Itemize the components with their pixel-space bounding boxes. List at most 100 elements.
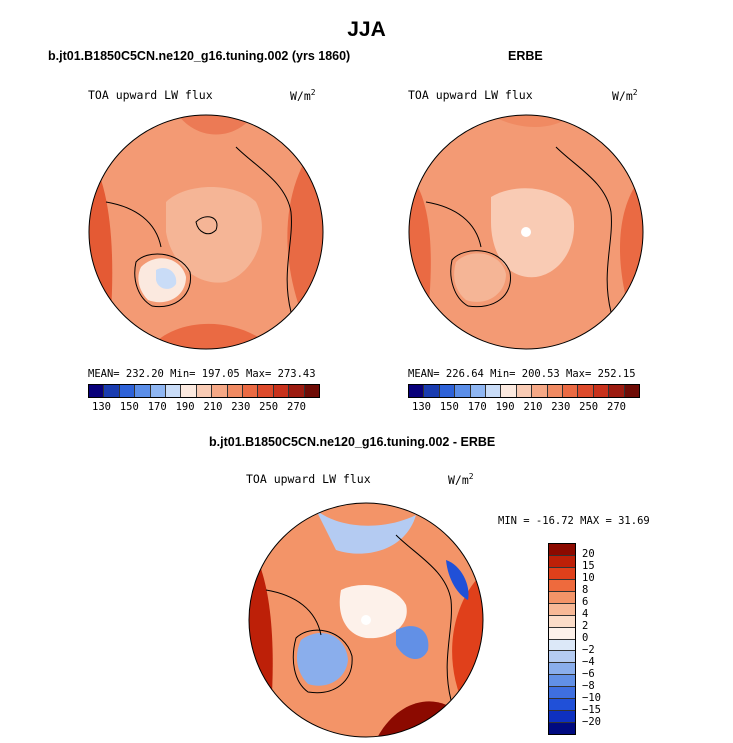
diff-stats: MIN = -16.72 MAX = 31.69 bbox=[498, 515, 650, 527]
model-coastline-eurasia bbox=[235, 146, 292, 313]
model-colorbar-swatch bbox=[104, 385, 120, 397]
obs-colorbar-tick: 230 bbox=[551, 401, 571, 413]
diff-colorbar-tick: −6 bbox=[582, 668, 595, 680]
obs-stats: MEAN= 226.64 Min= 200.53 Max= 252.15 bbox=[408, 368, 636, 380]
diff-colorbar-swatch bbox=[549, 723, 575, 734]
model-colorbar-swatch bbox=[196, 385, 213, 397]
obs-colorbar-swatch bbox=[547, 385, 564, 397]
diff-colorbar-swatch bbox=[549, 627, 575, 640]
model-colorbar-tick: 190 bbox=[175, 401, 195, 413]
diff-negative-north bbox=[316, 510, 416, 554]
diff-colorbar-tick: −2 bbox=[582, 644, 595, 656]
obs-colorbar-swatch bbox=[624, 385, 640, 397]
diff-colorbar-tick: 6 bbox=[582, 596, 589, 608]
obs-colorbar-swatch bbox=[609, 385, 625, 397]
model-stats: MEAN= 232.20 Min= 197.05 Max= 273.43 bbox=[88, 368, 316, 380]
diff-colorbar-swatch bbox=[549, 544, 575, 556]
model-colorbar-swatch bbox=[273, 385, 290, 397]
model-colorbar-swatch bbox=[166, 385, 182, 397]
obs-colorbar-swatch bbox=[439, 385, 456, 397]
model-colorbar-swatch bbox=[212, 385, 228, 397]
obs-colorbar-tick: 170 bbox=[467, 401, 487, 413]
obs-polar-map bbox=[408, 114, 644, 350]
model-colorbar-tick: 230 bbox=[231, 401, 251, 413]
diff-colorbar-tick: 20 bbox=[582, 548, 595, 560]
diff-colorbar-swatch bbox=[549, 711, 575, 724]
model-panel-title: b.jt01.B1850C5CN.ne120_g16.tuning.002 (y… bbox=[48, 49, 351, 63]
diff-colorbar-swatch bbox=[549, 699, 575, 712]
diff-colorbar-swatch bbox=[549, 555, 575, 568]
diff-coastline-greenland bbox=[292, 629, 353, 694]
diff-colorbar-swatch bbox=[549, 687, 575, 700]
diff-colorbar-tick: 15 bbox=[582, 560, 595, 572]
model-colorbar-swatch bbox=[150, 385, 167, 397]
diff-colorbar-tick: 4 bbox=[582, 608, 589, 620]
model-colorbar-ticks: 130 150 170 190 210 230 250 270 bbox=[92, 401, 306, 413]
diff-colorbar-ticks: 20 15 10 8 6 4 2 0 −2 −4 −6 −8 −10 −15 −20 bbox=[582, 543, 622, 743]
obs-colorbar-swatch bbox=[501, 385, 517, 397]
diff-panel-title: b.jt01.B1850C5CN.ne120_g16.tuning.002 - … bbox=[209, 435, 496, 449]
diff-colorbar-tick: −20 bbox=[582, 716, 601, 728]
diff-negative-greenland bbox=[296, 632, 348, 686]
diff-negative-center bbox=[339, 585, 407, 639]
diff-colorbar-tick: 8 bbox=[582, 584, 589, 596]
obs-coastline-greenland bbox=[450, 250, 511, 308]
obs-colorbar-swatch bbox=[424, 385, 440, 397]
model-colorbar-swatch bbox=[181, 385, 197, 397]
model-coastline-islands bbox=[195, 216, 218, 235]
obs-colorbar-swatch bbox=[516, 385, 533, 397]
model-field-label: TOA upward LW flux bbox=[88, 88, 213, 102]
diff-colorbar-swatch bbox=[549, 663, 575, 676]
model-coastline-america bbox=[105, 201, 162, 248]
diff-colorbar-tick: −10 bbox=[582, 692, 601, 704]
model-colorbar-tick: 130 bbox=[92, 401, 111, 413]
model-colorbar-tick: 210 bbox=[203, 401, 223, 413]
obs-coastline-eurasia bbox=[555, 146, 612, 313]
diff-negative-pacific bbox=[446, 560, 469, 600]
obs-colorbar-swatch bbox=[486, 385, 502, 397]
obs-colorbar-tick: 250 bbox=[579, 401, 599, 413]
model-colorbar-swatch bbox=[119, 385, 136, 397]
obs-greenland bbox=[454, 253, 506, 302]
obs-panel-title: ERBE bbox=[508, 49, 543, 63]
diff-colorbar-tick: −15 bbox=[582, 704, 601, 716]
diff-colorbar-swatch bbox=[549, 615, 575, 628]
obs-colorbar-swatch bbox=[470, 385, 487, 397]
diff-colorbar-tick: 2 bbox=[582, 620, 589, 632]
obs-colorbar-swatch bbox=[578, 385, 594, 397]
obs-colorbar-swatch bbox=[532, 385, 548, 397]
diff-colorbar-swatch bbox=[549, 591, 575, 604]
model-colorbar-swatch bbox=[289, 385, 305, 397]
diff-units-label: W/m2 bbox=[448, 472, 474, 487]
model-colorbar-swatch bbox=[304, 385, 320, 397]
diff-colorbar-tick: −4 bbox=[582, 656, 595, 668]
model-colorbar-swatch bbox=[135, 385, 151, 397]
obs-units-label: W/m2 bbox=[612, 88, 638, 103]
diff-colorbar-swatch bbox=[549, 579, 575, 592]
model-colorbar-swatch bbox=[258, 385, 274, 397]
obs-arctic-region bbox=[491, 188, 575, 278]
diff-polar-map bbox=[248, 502, 484, 738]
model-polar-map bbox=[88, 114, 324, 350]
obs-pole-missing-data bbox=[521, 227, 531, 237]
model-colorbar-tick: 250 bbox=[259, 401, 279, 413]
model-colorbar-swatch bbox=[243, 385, 259, 397]
model-colorbar-tick: 270 bbox=[287, 401, 306, 413]
diff-negative-siberia bbox=[396, 626, 429, 660]
obs-colorbar-swatch bbox=[593, 385, 610, 397]
obs-colorbar bbox=[408, 384, 640, 398]
obs-colorbar-tick: 130 bbox=[412, 401, 431, 413]
model-greenland-core bbox=[156, 267, 177, 289]
model-coastline-greenland bbox=[134, 253, 192, 308]
obs-colorbar-tick: 210 bbox=[523, 401, 543, 413]
obs-colorbar-swatch bbox=[455, 385, 471, 397]
model-colorbar-swatch bbox=[227, 385, 244, 397]
obs-field-label: TOA upward LW flux bbox=[408, 88, 533, 102]
model-colorbar bbox=[88, 384, 320, 398]
diff-field-label: TOA upward LW flux bbox=[246, 472, 371, 486]
diff-coastline-eurasia bbox=[395, 534, 452, 701]
diff-pole-missing-data bbox=[361, 615, 371, 625]
model-colorbar-tick: 170 bbox=[147, 401, 167, 413]
obs-colorbar-tick: 150 bbox=[439, 401, 459, 413]
figure-title: JJA bbox=[347, 18, 386, 41]
